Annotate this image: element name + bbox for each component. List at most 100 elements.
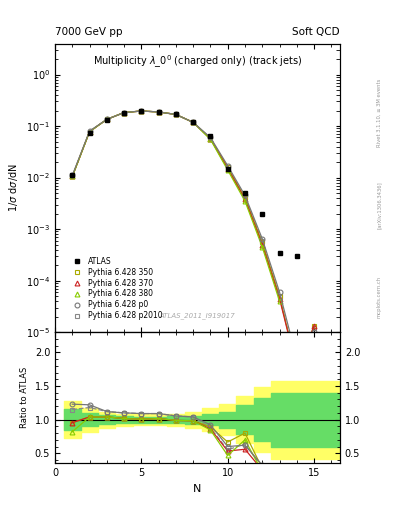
Pythia 6.428 p0 <box>242 193 247 199</box>
Pythia 6.428 350 <box>260 240 264 246</box>
Pythia 6.428 p0 <box>105 116 109 122</box>
Pythia 6.428 370 <box>70 174 75 180</box>
Pythia 6.428 370 <box>260 242 264 248</box>
Pythia 6.428 380 <box>260 244 264 250</box>
Text: Multiplicity $\lambda\_0^0$ (charged only) (track jets): Multiplicity $\lambda\_0^0$ (charged onl… <box>93 54 302 70</box>
Pythia 6.428 p2010 <box>139 108 144 114</box>
ATLAS <box>225 165 230 172</box>
ATLAS <box>294 253 299 259</box>
Pythia 6.428 350 <box>208 135 213 141</box>
ATLAS <box>208 133 213 139</box>
Pythia 6.428 380 <box>191 119 196 125</box>
Pythia 6.428 p0 <box>208 135 213 141</box>
ATLAS <box>242 190 247 196</box>
Text: Rivet 3.1.10, ≥ 3M events: Rivet 3.1.10, ≥ 3M events <box>377 78 382 147</box>
Text: ATLAS_2011_I919017: ATLAS_2011_I919017 <box>160 312 235 319</box>
Pythia 6.428 370 <box>174 112 178 118</box>
Pythia 6.428 370 <box>225 165 230 172</box>
Pythia 6.428 p0 <box>70 173 75 179</box>
Pythia 6.428 370 <box>294 365 299 371</box>
Pythia 6.428 370 <box>139 108 144 114</box>
Pythia 6.428 350 <box>156 109 161 115</box>
Pythia 6.428 370 <box>312 323 316 329</box>
Line: Pythia 6.428 p0: Pythia 6.428 p0 <box>70 109 316 361</box>
Pythia 6.428 370 <box>105 116 109 122</box>
ATLAS <box>174 111 178 117</box>
Pythia 6.428 p2010 <box>70 174 75 180</box>
Pythia 6.428 p0 <box>225 163 230 169</box>
Pythia 6.428 380 <box>70 174 75 180</box>
Pythia 6.428 350 <box>174 112 178 118</box>
Pythia 6.428 p2010 <box>225 165 230 172</box>
Pythia 6.428 350 <box>122 110 127 116</box>
Pythia 6.428 370 <box>156 109 161 115</box>
Pythia 6.428 p2010 <box>242 194 247 200</box>
ATLAS <box>191 119 196 125</box>
Pythia 6.428 380 <box>174 112 178 118</box>
ATLAS <box>105 117 109 123</box>
Pythia 6.428 370 <box>242 196 247 202</box>
Text: mcplots.cern.ch: mcplots.cern.ch <box>377 276 382 318</box>
Pythia 6.428 350 <box>294 365 299 371</box>
Pythia 6.428 p2010 <box>174 112 178 118</box>
Text: Soft QCD: Soft QCD <box>292 27 340 37</box>
Pythia 6.428 380 <box>277 298 282 304</box>
ATLAS <box>139 108 144 114</box>
Pythia 6.428 p2010 <box>156 109 161 115</box>
Pythia 6.428 350 <box>105 116 109 122</box>
Legend: ATLAS, Pythia 6.428 350, Pythia 6.428 370, Pythia 6.428 380, Pythia 6.428 p0, Py: ATLAS, Pythia 6.428 350, Pythia 6.428 37… <box>67 254 165 323</box>
Pythia 6.428 p2010 <box>191 119 196 125</box>
Pythia 6.428 350 <box>242 195 247 201</box>
Line: Pythia 6.428 p2010: Pythia 6.428 p2010 <box>70 109 316 369</box>
Pythia 6.428 p0 <box>312 329 316 335</box>
Text: [arXiv:1306.3436]: [arXiv:1306.3436] <box>377 181 382 229</box>
Pythia 6.428 p0 <box>260 236 264 242</box>
Pythia 6.428 380 <box>139 108 144 114</box>
Pythia 6.428 370 <box>191 119 196 125</box>
Y-axis label: 1/$\sigma$ d$\sigma$/dN: 1/$\sigma$ d$\sigma$/dN <box>7 163 20 212</box>
Line: Pythia 6.428 370: Pythia 6.428 370 <box>70 109 316 371</box>
Pythia 6.428 380 <box>105 116 109 122</box>
Pythia 6.428 380 <box>208 136 213 142</box>
Pythia 6.428 p0 <box>191 119 196 125</box>
Line: Pythia 6.428 350: Pythia 6.428 350 <box>70 109 316 371</box>
Pythia 6.428 350 <box>139 108 144 114</box>
Pythia 6.428 p0 <box>277 289 282 295</box>
Pythia 6.428 p0 <box>122 110 127 116</box>
Pythia 6.428 370 <box>122 110 127 116</box>
Pythia 6.428 p0 <box>139 108 144 114</box>
Pythia 6.428 350 <box>191 119 196 125</box>
Pythia 6.428 p2010 <box>312 325 316 331</box>
ATLAS <box>277 249 282 255</box>
Pythia 6.428 370 <box>208 136 213 142</box>
Pythia 6.428 370 <box>277 295 282 302</box>
Pythia 6.428 380 <box>225 167 230 173</box>
Pythia 6.428 350 <box>312 323 316 329</box>
Pythia 6.428 p2010 <box>260 238 264 244</box>
Pythia 6.428 380 <box>122 110 127 116</box>
Pythia 6.428 350 <box>70 174 75 180</box>
ATLAS <box>156 109 161 115</box>
ATLAS <box>122 110 127 116</box>
Pythia 6.428 p0 <box>87 128 92 134</box>
Pythia 6.428 p2010 <box>277 294 282 300</box>
Pythia 6.428 p2010 <box>122 110 127 116</box>
Pythia 6.428 p2010 <box>294 363 299 369</box>
Pythia 6.428 p0 <box>294 356 299 362</box>
Y-axis label: Ratio to ATLAS: Ratio to ATLAS <box>20 367 29 429</box>
ATLAS <box>87 130 92 136</box>
X-axis label: N: N <box>193 484 202 494</box>
Pythia 6.428 350 <box>277 293 282 299</box>
Pythia 6.428 380 <box>242 198 247 204</box>
Pythia 6.428 380 <box>156 109 161 115</box>
ATLAS <box>70 173 75 179</box>
Line: Pythia 6.428 380: Pythia 6.428 380 <box>70 109 282 304</box>
ATLAS <box>260 210 264 217</box>
Pythia 6.428 p2010 <box>208 136 213 142</box>
Pythia 6.428 p0 <box>156 109 161 115</box>
Pythia 6.428 370 <box>87 129 92 135</box>
Pythia 6.428 p0 <box>174 112 178 118</box>
Pythia 6.428 350 <box>225 164 230 170</box>
Pythia 6.428 350 <box>87 129 92 135</box>
Pythia 6.428 p2010 <box>105 116 109 122</box>
